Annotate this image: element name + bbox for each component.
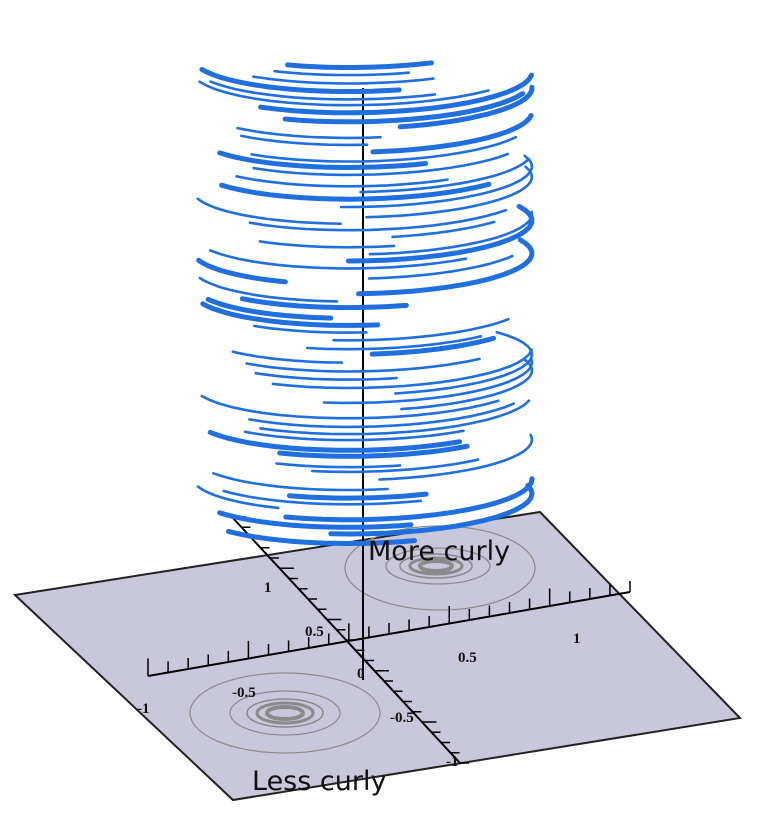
field-line [367, 254, 514, 280]
field-line [196, 485, 280, 510]
field-line [306, 335, 483, 351]
field-line [239, 296, 409, 311]
field-line [273, 69, 410, 77]
field-line [207, 429, 463, 453]
field-line [378, 433, 534, 481]
field-line [236, 126, 382, 140]
y-tick-label-neg1: -1 [446, 754, 459, 770]
field-line [283, 476, 535, 523]
field-line [198, 276, 339, 303]
x-axis-ticks [147, 581, 631, 676]
field-line [345, 203, 535, 264]
y-tick-label-1: 1 [264, 580, 272, 596]
field-line [200, 301, 381, 328]
field-line [258, 72, 534, 116]
field-line [196, 197, 342, 225]
field-line [365, 165, 534, 219]
x-tick-label-1: 1 [573, 631, 581, 647]
field-line [397, 84, 535, 130]
field-line [196, 257, 288, 285]
field-line [231, 350, 344, 364]
field-line [369, 335, 496, 357]
field-line [235, 175, 449, 188]
field-line [245, 357, 481, 373]
field-line [226, 528, 417, 547]
x-tick-label-05: 0.5 [458, 650, 477, 666]
field-line [400, 357, 534, 411]
field-line [217, 150, 429, 171]
field-line [370, 113, 534, 155]
field-lines [196, 60, 535, 547]
field-line [252, 152, 510, 177]
field-line [322, 357, 534, 405]
field-line [254, 371, 398, 381]
x-tick-label-neg05: -0.5 [232, 685, 256, 701]
field-line [209, 80, 437, 101]
field-line [258, 240, 396, 249]
annotation-more-curly: More curly [368, 536, 510, 567]
field-line [285, 60, 434, 70]
field-line [205, 296, 334, 321]
field-line [248, 402, 515, 429]
x-tick-label-0: 0 [357, 666, 365, 682]
field-line [271, 348, 533, 390]
field-line [248, 208, 508, 232]
annotation-less-curly: Less curly [252, 766, 386, 797]
field-line [252, 324, 368, 334]
contour-bottom-left [189, 672, 381, 754]
field-line [394, 331, 534, 395]
y-tick-label-neg05: -0.5 [390, 710, 414, 726]
field-line [250, 135, 518, 163]
field-line [368, 210, 534, 256]
field-line [287, 491, 429, 501]
field-line [339, 154, 534, 209]
field-line [243, 429, 465, 442]
field-line [328, 482, 535, 537]
field-line [240, 134, 369, 147]
field-line [219, 181, 492, 202]
field-line [217, 510, 414, 530]
field-line [332, 317, 510, 342]
field-line [282, 91, 526, 125]
field-line [310, 458, 480, 474]
field-line [198, 80, 490, 107]
field-line [252, 75, 435, 85]
field-line [275, 462, 402, 469]
field-line [209, 249, 468, 270]
field-line [222, 489, 423, 506]
field-line [356, 237, 535, 297]
field-line [212, 472, 389, 492]
y-tick-label-05: 0.5 [305, 624, 324, 640]
field-line [277, 443, 470, 459]
field-line [391, 220, 496, 239]
field-line [359, 157, 530, 194]
field-line [200, 394, 500, 420]
field-line [259, 399, 531, 436]
x-tick-label-neg1: -1 [137, 701, 150, 717]
field-line [199, 66, 402, 94]
